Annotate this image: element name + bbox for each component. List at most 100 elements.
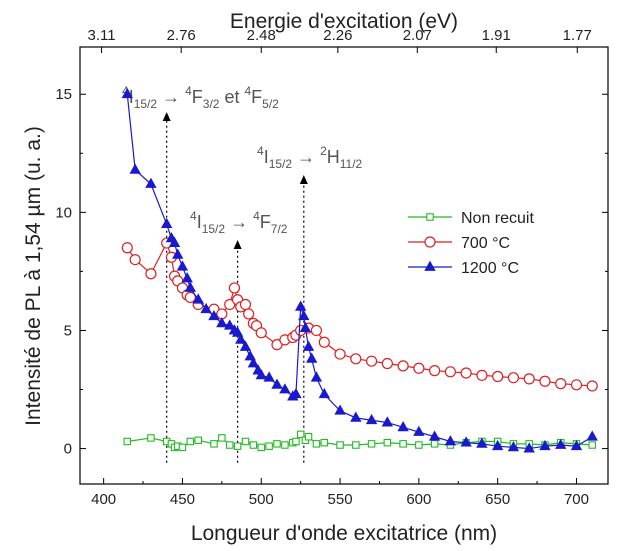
data-point — [397, 360, 409, 372]
legend-marker — [424, 260, 436, 271]
data-point — [539, 375, 551, 387]
x-tick-label: 700 — [564, 491, 589, 508]
y-tick-label: 15 — [55, 86, 72, 103]
transition-label: 4I15/2 → 4F7/2 — [190, 209, 288, 236]
data-point — [243, 308, 255, 320]
data-point — [184, 291, 196, 303]
legend-marker — [426, 213, 434, 221]
data-point — [181, 272, 193, 283]
axis-ticks: 400 450 500 550 600 650 700 0 5 10 15 3.11 2.76 2.48 2… — [55, 27, 608, 508]
data-point — [121, 87, 133, 99]
data-point — [228, 282, 241, 294]
series-line — [126, 94, 593, 450]
annot-level: I — [264, 147, 269, 167]
data-point — [444, 435, 457, 446]
data-point — [235, 333, 247, 344]
data-point — [176, 260, 189, 271]
data-point — [239, 298, 252, 311]
data-point — [476, 369, 488, 381]
data-point — [218, 434, 226, 442]
data-point — [184, 281, 197, 292]
data-point — [336, 441, 344, 449]
data-point — [147, 434, 155, 442]
data-point — [399, 440, 407, 448]
data-point — [304, 433, 313, 441]
data-point — [123, 437, 132, 446]
data-point — [367, 440, 376, 448]
transition-marker-arrow — [162, 112, 171, 121]
data-point — [298, 309, 310, 321]
data-point — [194, 436, 202, 445]
y-tick-label: 5 — [64, 322, 72, 339]
data-point — [555, 438, 567, 449]
data-point — [290, 387, 302, 399]
data-point — [121, 242, 133, 254]
y-tick-label: 0 — [64, 441, 72, 458]
y-axis-title: Intensité de PL à 1,54 µm (u. a.) — [22, 126, 45, 426]
data-point — [255, 369, 267, 380]
annot-sup: 4 — [185, 84, 192, 98]
series-2 — [121, 87, 598, 453]
data-point — [588, 441, 596, 449]
legend-marker — [424, 236, 436, 248]
data-point — [507, 441, 520, 452]
data-point — [586, 430, 598, 441]
annot-sup: 4 — [190, 209, 197, 223]
chart-marks — [121, 87, 598, 453]
annot-level: F — [192, 87, 203, 107]
data-point — [350, 353, 362, 365]
data-point — [310, 371, 323, 382]
data-point — [145, 177, 157, 188]
y-tick-label: 10 — [55, 204, 72, 221]
x2-tick-label: 1.77 — [563, 27, 592, 44]
data-point — [249, 441, 258, 449]
annot-arrow: → — [157, 87, 185, 107]
data-point — [523, 373, 535, 385]
x2-tick-label: 2.07 — [403, 27, 432, 44]
annot-sup: 4 — [253, 209, 260, 223]
x-tick-label: 500 — [249, 491, 274, 508]
plot-frame — [79, 46, 609, 485]
data-point — [231, 326, 244, 337]
data-point — [413, 362, 425, 374]
data-point — [216, 317, 228, 328]
data-point — [383, 438, 392, 447]
legend-label: 700 °C — [461, 235, 510, 252]
transition-marker-arrow — [299, 175, 308, 184]
data-point — [350, 411, 362, 422]
data-point — [200, 302, 212, 314]
transition-marker-arrow — [233, 240, 242, 249]
annot-extra: et — [219, 87, 244, 107]
legend-label: Non recuit — [461, 210, 534, 227]
x-axis-title: Longueur d'onde excitatrice (nm) — [191, 522, 497, 545]
data-point — [460, 367, 472, 379]
transition-label: 4I15/2 → 4F3/2 et 4F5/2 — [122, 84, 279, 111]
data-point — [334, 404, 346, 415]
annot-sub: 7/2 — [271, 222, 288, 236]
data-point — [192, 293, 204, 304]
x2-tick-label: 2.76 — [167, 27, 196, 44]
x2-tick-label: 3.11 — [88, 27, 116, 44]
data-point — [302, 340, 315, 351]
data-point — [239, 340, 252, 351]
x2-tick-label: 2.48 — [247, 27, 276, 44]
data-point — [460, 436, 472, 447]
series-line — [126, 241, 593, 387]
data-point — [241, 437, 250, 446]
data-point — [397, 420, 409, 432]
data-point — [299, 321, 312, 332]
annot-arrow: → — [292, 147, 320, 167]
data-point — [145, 268, 157, 280]
x2-tick-label: 1.91 — [482, 27, 511, 44]
data-point — [430, 440, 439, 448]
annot-sub: 15/2 — [202, 222, 226, 236]
series-1 — [121, 237, 598, 392]
data-point — [263, 371, 275, 382]
x-tick-label: 600 — [406, 491, 431, 508]
data-point — [281, 441, 289, 449]
data-point — [172, 248, 184, 259]
data-point — [279, 383, 291, 394]
data-point — [255, 327, 267, 339]
legend-label: 1200 °C — [461, 260, 519, 277]
data-point — [244, 350, 256, 361]
